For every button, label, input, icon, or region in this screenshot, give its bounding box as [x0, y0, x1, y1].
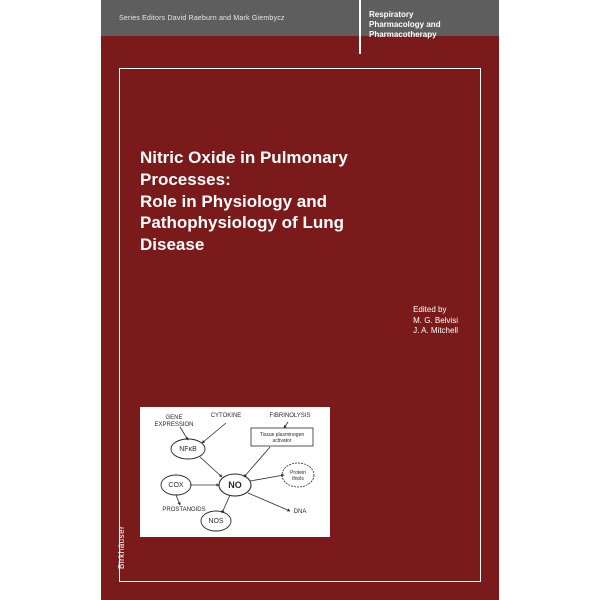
series-name-l3: Pharmacotherapy [369, 30, 457, 40]
svg-text:NFκB: NFκB [179, 446, 197, 453]
series-name-box: Respiratory Pharmacology and Pharmacothe… [359, 0, 457, 54]
title-l2: Processes: [140, 169, 460, 191]
svg-text:GENE: GENE [165, 415, 182, 421]
svg-text:PROSTANOIDS: PROSTANOIDS [162, 507, 205, 513]
svg-text:COX: COX [168, 482, 184, 489]
publisher-name: Birkhäuser [117, 526, 126, 569]
title-l5: Disease [140, 234, 460, 256]
editor-1: M. G. Belvisi [413, 316, 458, 326]
title-l3: Role in Physiology and [140, 191, 460, 213]
main-panel: Nitric Oxide in Pulmonary Processes: Rol… [119, 68, 481, 582]
title-l1: Nitric Oxide in Pulmonary [140, 147, 460, 169]
edited-by-label: Edited by [413, 305, 458, 314]
svg-text:activator: activator [273, 438, 292, 444]
series-name-l2: Pharmacology and [369, 20, 457, 30]
svg-text:DNA: DNA [294, 509, 307, 515]
svg-text:NO: NO [228, 480, 242, 490]
book-cover: Series Editors David Raeburn and Mark Gi… [101, 0, 499, 600]
editor-2: J. A. Mitchell [413, 326, 458, 336]
svg-text:NOS: NOS [208, 518, 224, 525]
pathway-diagram: GENEEXPRESSIONCYTOKINEFIBRINOLYSISTissue… [140, 407, 330, 537]
svg-text:EXPRESSION: EXPRESSION [154, 422, 193, 428]
svg-text:CYTOKINE: CYTOKINE [211, 413, 242, 419]
editors-block: Edited by M. G. Belvisi J. A. Mitchell [413, 305, 458, 337]
series-name-l1: Respiratory [369, 10, 457, 20]
svg-text:FIBRINOLYSIS: FIBRINOLYSIS [270, 413, 311, 419]
svg-text:thiols: thiols [292, 476, 304, 482]
series-editors-line: Series Editors David Raeburn and Mark Gi… [101, 15, 285, 22]
title-block: Nitric Oxide in Pulmonary Processes: Rol… [140, 147, 460, 256]
title-l4: Pathophysiology of Lung [140, 212, 460, 234]
